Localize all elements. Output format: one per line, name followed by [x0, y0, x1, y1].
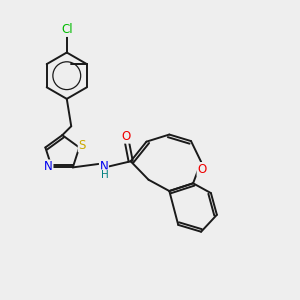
Text: Cl: Cl [61, 23, 73, 36]
Text: O: O [197, 163, 207, 176]
Text: N: N [44, 160, 52, 173]
Text: N: N [100, 160, 108, 173]
Text: O: O [122, 130, 131, 143]
Text: S: S [79, 139, 86, 152]
Text: H: H [101, 170, 109, 180]
